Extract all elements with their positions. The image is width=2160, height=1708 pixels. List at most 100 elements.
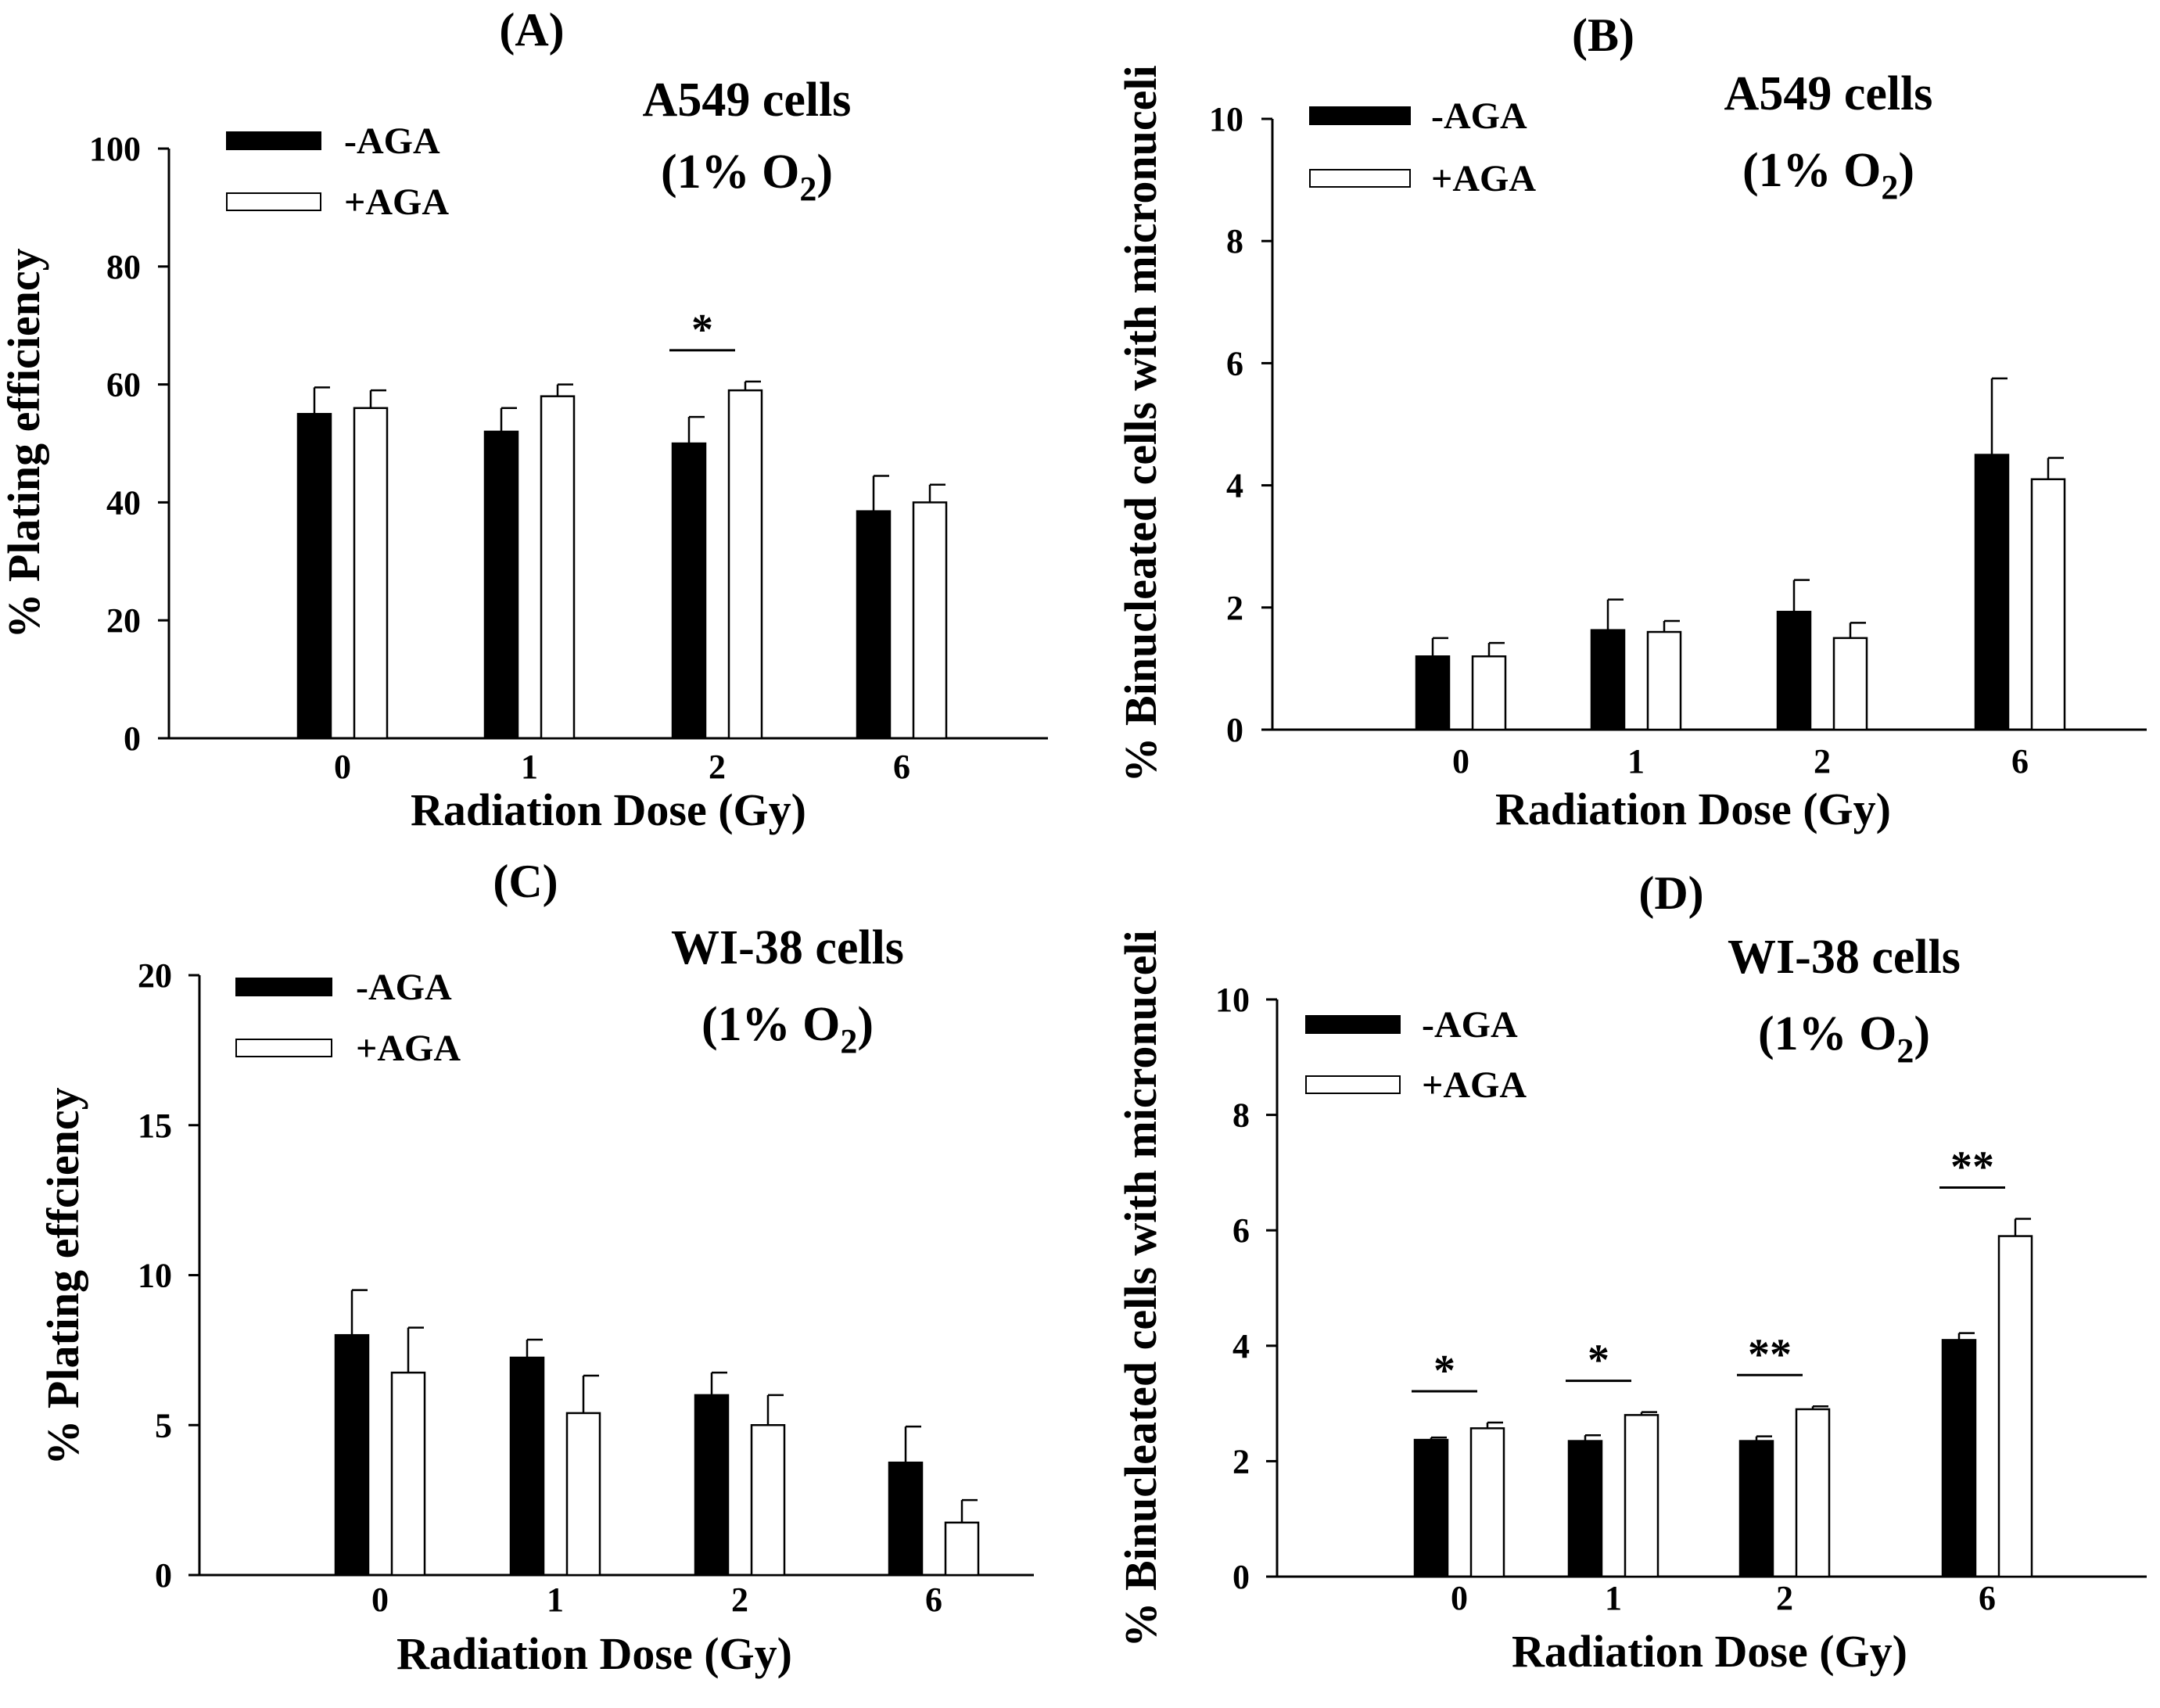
- x-tick-label: 0: [1451, 1579, 1468, 1617]
- legend-swatch-plus-aga: [226, 192, 321, 211]
- y-tick-label: 2: [1232, 1442, 1250, 1480]
- legend-swatch-plus-aga: [235, 1039, 332, 1057]
- x-tick-label: 0: [1452, 742, 1469, 780]
- legend-swatch-plus-aga: [1309, 169, 1411, 188]
- bar-minus-aga: [694, 1394, 730, 1577]
- oxygen-condition-title: (1% O2): [1742, 144, 1914, 206]
- bar-minus-aga: [1567, 1440, 1603, 1578]
- bar-plus-aga: [565, 1412, 601, 1577]
- legend-swatch-minus-aga: [1309, 106, 1411, 125]
- x-tick-label: 6: [2011, 742, 2029, 780]
- bar-plus-aga: [944, 1521, 980, 1577]
- bar-minus-aga: [1738, 1440, 1774, 1578]
- y-tick-label: 20: [106, 601, 141, 640]
- bar-minus-aga: [888, 1461, 924, 1577]
- panel-label: (C): [493, 856, 558, 907]
- cell-line-title: A549 cells: [1724, 67, 1933, 120]
- bar-plus-aga: [540, 395, 576, 740]
- bar-minus-aga: [1590, 629, 1626, 731]
- y-axis-label: % Binucleated cells with micronuceli: [1115, 930, 1166, 1647]
- y-tick-label: 40: [106, 483, 141, 522]
- bar-minus-aga: [856, 510, 892, 740]
- oxygen-condition-title: (1% O2): [661, 145, 833, 208]
- legend-label-plus-aga: +AGA: [344, 181, 449, 223]
- y-tick-label: 100: [89, 130, 141, 168]
- y-tick-label: 10: [138, 1257, 172, 1295]
- y-tick-label: 15: [138, 1107, 172, 1145]
- x-tick-label: 0: [334, 748, 351, 786]
- y-tick-label: 6: [1232, 1211, 1250, 1250]
- bar-plus-aga: [353, 407, 389, 740]
- y-tick-label: 5: [155, 1406, 172, 1444]
- x-tick-label: 2: [1814, 742, 1831, 780]
- x-tick-label: 1: [547, 1581, 564, 1619]
- y-tick-label: 8: [1232, 1096, 1250, 1135]
- bar-plus-aga: [1795, 1408, 1831, 1578]
- x-tick-label: 1: [1605, 1579, 1622, 1617]
- legend-swatch-minus-aga: [235, 978, 332, 996]
- x-axis-label: Radiation Dose (Gy): [411, 784, 806, 835]
- y-tick-label: 8: [1226, 222, 1243, 260]
- bar-plus-aga: [2030, 478, 2066, 731]
- x-tick-label: 2: [709, 748, 726, 786]
- y-tick-label: 0: [155, 1556, 172, 1595]
- legend-label-minus-aga: -AGA: [344, 120, 440, 162]
- y-tick-label: 10: [1215, 981, 1250, 1019]
- bar-plus-aga: [750, 1424, 786, 1577]
- panel-label: (B): [1572, 9, 1634, 61]
- y-tick-label: 20: [138, 956, 172, 995]
- bar-plus-aga: [1471, 655, 1507, 731]
- panel-label: (D): [1638, 867, 1703, 919]
- y-tick-label: 0: [124, 719, 141, 758]
- cell-line-title: A549 cells: [643, 74, 852, 127]
- y-axis-label: % Plating effciency: [38, 1087, 88, 1465]
- legend-swatch-minus-aga: [1305, 1015, 1401, 1034]
- cell-line-title: WI-38 cells: [1728, 931, 1961, 984]
- x-tick-label: 6: [1979, 1579, 1996, 1617]
- legend-label-plus-aga: +AGA: [1422, 1064, 1527, 1106]
- y-tick-label: 2: [1226, 589, 1243, 627]
- oxygen-condition-title: (1% O2): [1758, 1007, 1930, 1070]
- x-axis-label: Radiation Dose (Gy): [1512, 1626, 1907, 1677]
- y-tick-label: 6: [1226, 344, 1243, 382]
- y-tick-label: 80: [106, 248, 141, 286]
- bar-plus-aga: [1646, 630, 1682, 731]
- legend-swatch-plus-aga: [1305, 1075, 1401, 1094]
- bar-minus-aga: [671, 442, 707, 740]
- x-tick-label: 0: [371, 1581, 389, 1619]
- significance-marker: **: [1950, 1143, 1994, 1191]
- bar-plus-aga: [1624, 1414, 1659, 1578]
- x-tick-label: 2: [731, 1581, 748, 1619]
- bar-minus-aga: [509, 1356, 545, 1577]
- bar-minus-aga: [483, 430, 519, 740]
- bar-minus-aga: [1941, 1339, 1977, 1578]
- legend-label-minus-aga: -AGA: [1422, 1004, 1518, 1046]
- x-axis-label: Radiation Dose (Gy): [1495, 784, 1891, 834]
- panel-label: (A): [499, 4, 564, 56]
- significance-marker: *: [691, 306, 713, 354]
- bar-minus-aga: [1974, 454, 2010, 731]
- x-tick-label: 2: [1776, 1579, 1793, 1617]
- bar-minus-aga: [1415, 655, 1451, 731]
- legend-label-minus-aga: -AGA: [1431, 95, 1527, 137]
- bar-plus-aga: [912, 501, 948, 740]
- y-tick-label: 0: [1232, 1558, 1250, 1596]
- y-tick-label: 4: [1232, 1327, 1250, 1365]
- bar-minus-aga: [1776, 611, 1812, 731]
- cell-line-title: WI-38 cells: [671, 921, 904, 974]
- bar-minus-aga: [334, 1333, 370, 1577]
- legend-swatch-minus-aga: [226, 131, 321, 150]
- x-axis-label: Radiation Dose (Gy): [396, 1628, 792, 1679]
- legend-label-minus-aga: -AGA: [356, 967, 452, 1008]
- oxygen-condition-title: (1% O2): [701, 998, 874, 1060]
- legend-label-plus-aga: +AGA: [356, 1028, 461, 1069]
- y-tick-label: 0: [1226, 711, 1243, 749]
- bar-plus-aga: [390, 1371, 426, 1577]
- significance-marker: *: [1433, 1347, 1455, 1395]
- y-tick-label: 60: [106, 366, 141, 404]
- bar-plus-aga: [1997, 1235, 2033, 1578]
